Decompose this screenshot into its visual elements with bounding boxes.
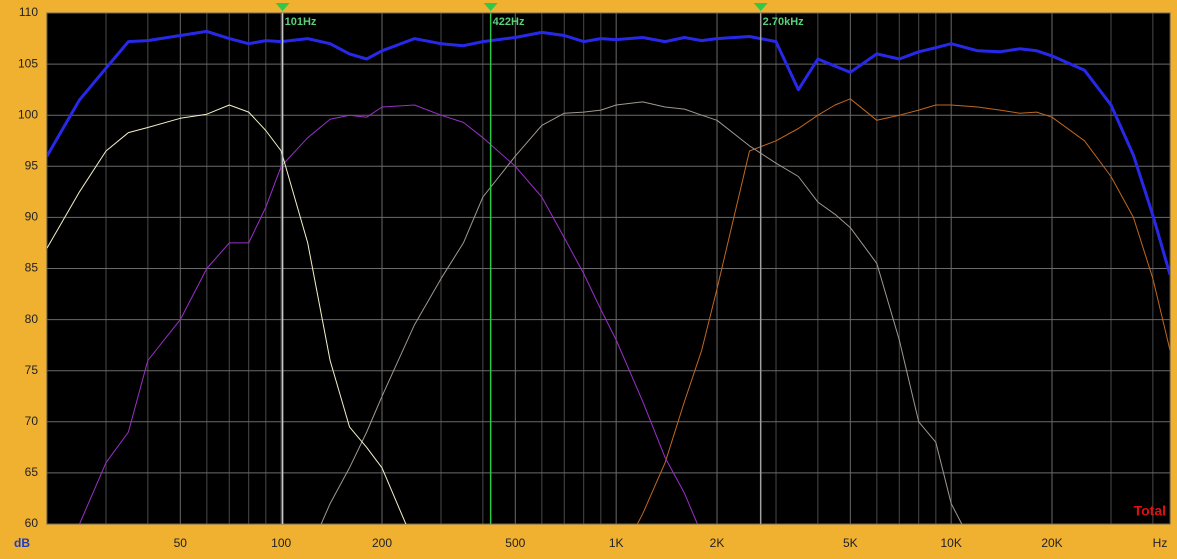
x-tick-label: 2K bbox=[710, 536, 725, 550]
y-tick-label: 70 bbox=[25, 414, 39, 428]
marker-handle bbox=[275, 3, 290, 11]
y-axis-label: dB bbox=[14, 536, 30, 550]
x-tick-label: 20K bbox=[1041, 536, 1062, 550]
marker-handle bbox=[483, 3, 498, 11]
y-tick-label: 105 bbox=[18, 56, 38, 70]
y-tick-label: 110 bbox=[19, 5, 38, 19]
series-line bbox=[320, 101, 963, 524]
x-tick-label: 5K bbox=[843, 536, 858, 550]
y-tick-label: 90 bbox=[25, 210, 39, 224]
legend-label: Total bbox=[1134, 503, 1166, 519]
series-line bbox=[47, 104, 407, 524]
y-tick-label: 100 bbox=[18, 107, 38, 121]
y-tick-label: 95 bbox=[25, 158, 39, 172]
series-line bbox=[636, 98, 1170, 524]
x-tick-label: 1K bbox=[609, 536, 624, 550]
series-line bbox=[79, 104, 698, 524]
x-tick-label: 200 bbox=[372, 536, 392, 550]
x-tick-label: 50 bbox=[174, 536, 188, 550]
y-tick-label: 75 bbox=[25, 363, 39, 377]
x-axis-label: Hz bbox=[1153, 536, 1168, 550]
y-tick-label: 65 bbox=[25, 465, 39, 479]
series-line bbox=[47, 29, 1170, 276]
y-tick-label: 60 bbox=[25, 516, 39, 530]
x-tick-label: 500 bbox=[505, 536, 525, 550]
marker-label: 101Hz bbox=[285, 16, 317, 28]
y-tick-label: 80 bbox=[25, 312, 39, 326]
marker-label: 2.70kHz bbox=[763, 16, 804, 28]
x-tick-label: 100 bbox=[271, 536, 291, 550]
plot-lines bbox=[47, 29, 1170, 524]
x-tick-label: 10K bbox=[940, 536, 961, 550]
marker-handle bbox=[753, 3, 768, 11]
marker-label: 422Hz bbox=[493, 16, 525, 28]
y-tick-label: 85 bbox=[25, 261, 39, 275]
